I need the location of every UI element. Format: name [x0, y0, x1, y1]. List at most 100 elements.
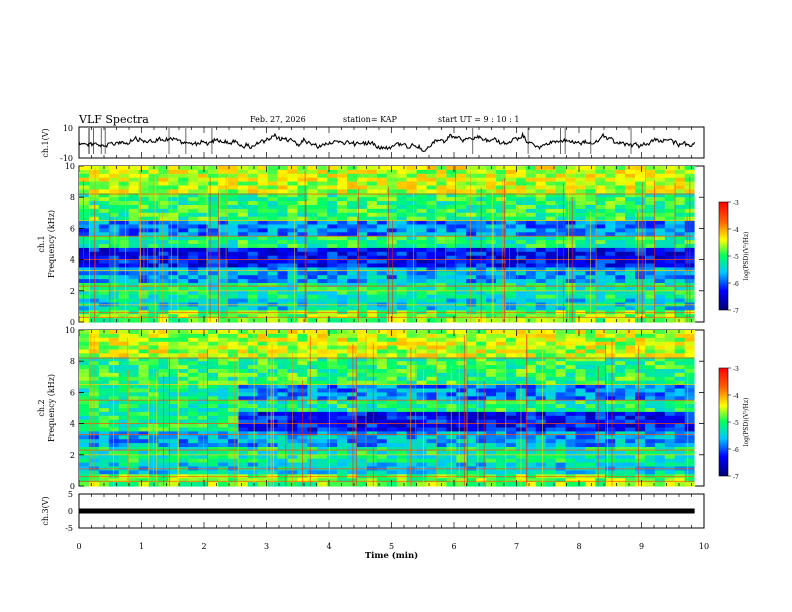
spectrogram-cell	[406, 454, 418, 460]
spectrogram-cell	[575, 236, 586, 241]
spectrogram-cell	[386, 173, 398, 179]
spectrogram-cell	[108, 431, 120, 436]
spectrogram-cell	[188, 454, 199, 460]
spectrogram-cell	[168, 247, 179, 253]
spectrogram-cell	[208, 447, 219, 452]
spectrogram-cell	[426, 279, 438, 284]
spectrogram-cell	[406, 244, 418, 249]
spectrogram-cell	[247, 435, 259, 440]
spectrogram-cell	[644, 212, 656, 218]
spectrogram-cell	[307, 177, 318, 183]
spectrogram-cell	[79, 259, 90, 265]
spectrogram-cell	[644, 201, 656, 206]
spectrogram-cell	[426, 314, 438, 319]
spectrogram-cell	[366, 212, 378, 218]
spectrogram-cell	[357, 361, 368, 366]
spectrogram-cell	[416, 173, 428, 179]
spectrogram-cell	[476, 388, 487, 393]
spectrogram-cell	[366, 169, 378, 175]
spectrogram-cell	[357, 314, 368, 319]
spectrogram-cell	[446, 166, 457, 171]
spectrogram-cell	[327, 205, 338, 210]
spectrogram-cell	[545, 212, 557, 218]
spectrogram-cell	[158, 333, 169, 339]
spectrogram-cell	[396, 290, 408, 296]
spectrogram-cell	[227, 208, 239, 214]
spectrogram-cell	[605, 400, 616, 405]
spectrogram-cell	[476, 423, 487, 429]
spectrogram-cell	[426, 208, 438, 214]
spectrogram-cell	[595, 240, 606, 245]
spectrogram-cell	[257, 423, 269, 429]
spectrogram-cell	[486, 298, 497, 304]
spectrogram-cell	[575, 212, 586, 218]
spectrogram-cell	[664, 447, 676, 452]
spectrogram-cell	[635, 173, 646, 179]
spectrogram-cell	[376, 337, 388, 343]
spectrogram-cell	[396, 419, 408, 425]
spectrogram-cell	[237, 361, 249, 366]
spectrogram-cell	[625, 384, 636, 390]
spectrogram-cell	[168, 173, 179, 179]
spectrogram-cell	[466, 458, 477, 464]
spectrogram-cell	[88, 169, 100, 175]
spectrogram-cell	[267, 220, 279, 226]
spectrogram-cell	[168, 443, 179, 448]
spectrogram-cell	[98, 431, 110, 436]
spectrogram-cell	[575, 439, 586, 444]
spectrogram-cell	[446, 462, 457, 468]
spectrogram-cell	[496, 369, 507, 374]
spectrogram-cell	[108, 279, 120, 284]
spectrogram-cell	[416, 228, 428, 233]
spectrogram-cell	[198, 341, 209, 347]
spectrogram-cell	[396, 361, 408, 366]
spectrogram-cell	[118, 443, 130, 448]
spectrogram-cell	[674, 337, 686, 343]
spectrogram-cell	[257, 458, 269, 464]
spectrogram-cell	[168, 212, 179, 218]
spectrogram-cell	[98, 427, 110, 432]
spectrogram-cell	[515, 263, 527, 268]
spectrogram-cell	[565, 279, 577, 284]
spectrogram-cell	[317, 431, 328, 436]
spectrogram-cell	[347, 330, 358, 335]
spectrogram-cell	[664, 470, 676, 475]
spectrogram-cell	[267, 208, 279, 214]
spectrogram-cell	[317, 185, 328, 190]
spectrogram-cell	[605, 423, 616, 429]
spectrogram-cell	[525, 220, 537, 226]
spectrogram-cell	[227, 240, 239, 245]
spectrogram-cell	[257, 482, 269, 487]
spectrogram-cell	[456, 189, 467, 194]
spectrogram-cell	[237, 240, 249, 245]
spectrogram-cell	[128, 166, 140, 171]
spectrogram-cell	[267, 306, 279, 311]
spectrogram-cell	[287, 333, 299, 339]
spectrogram-cell	[545, 169, 557, 175]
spectrogram-cell	[426, 251, 438, 257]
spectrogram-cell	[416, 349, 428, 354]
spectrogram-cell	[79, 212, 90, 218]
spectrogram-cell	[327, 427, 338, 432]
spectrogram-cell	[595, 232, 606, 237]
spectrogram-cell	[108, 298, 120, 304]
spectrogram-cell	[148, 443, 160, 448]
spectrogram-cell	[307, 189, 318, 194]
spectrogram-cell	[654, 267, 666, 272]
spectrogram-cell	[178, 294, 189, 300]
spectrogram-cell	[525, 404, 537, 409]
spectrogram-cell	[595, 330, 606, 335]
spectrogram-cell	[535, 177, 547, 183]
spectrogram-cell	[456, 365, 467, 370]
spectrogram-cell	[575, 478, 586, 483]
spectrogram-cell	[575, 447, 586, 452]
spectrogram-cell	[505, 185, 517, 190]
spectrogram-cell	[88, 205, 100, 210]
spectrogram-cell	[376, 400, 388, 405]
spectrogram-cell	[466, 263, 477, 268]
spectrogram-cell	[79, 333, 90, 339]
spectrogram-cell	[416, 361, 428, 366]
spectrogram-cell	[605, 330, 616, 335]
spectrogram-cell	[218, 388, 229, 393]
spectrogram-cell	[376, 255, 388, 261]
